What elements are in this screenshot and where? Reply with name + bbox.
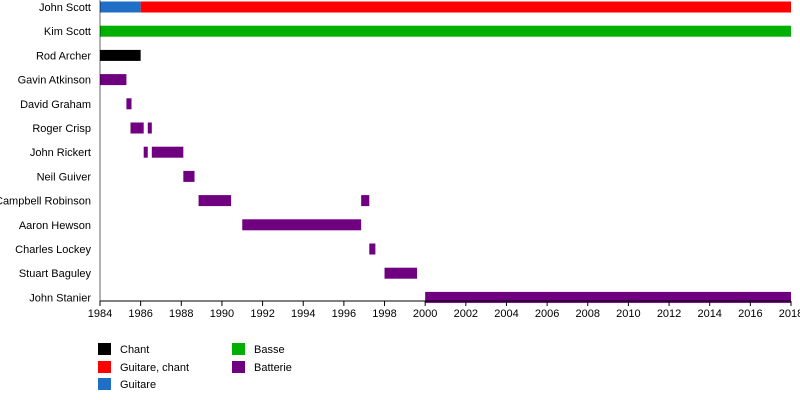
x-tick-label-2014: 2014 (697, 308, 721, 320)
timeline-bars (100, 1, 791, 303)
x-tick-label-2018: 2018 (779, 308, 800, 320)
x-tick-label-1988: 1988 (169, 308, 193, 320)
x-axis: 1984 1986 1988 1990 1992 1994 1996 1998 2000 2002… (88, 0, 800, 320)
member-label-rod-archer: Rod Archer (36, 50, 91, 62)
bar-david-graham-batterie-0 (126, 98, 132, 110)
member-label-john-stanier: John Stanier (29, 292, 91, 304)
x-tick-label-2016: 2016 (738, 308, 762, 320)
legend-swatch-chant (98, 343, 111, 355)
legend-label-chant: Chant (120, 344, 149, 356)
member-label-stuart-baguley: Stuart Baguley (19, 268, 92, 280)
legend-label-guitare_chant: Guitare, chant (120, 362, 189, 374)
x-tick-label-2012: 2012 (657, 308, 681, 320)
x-tick-label-2010: 2010 (616, 308, 640, 320)
bar-john-stanier-batterie-0 (425, 291, 791, 303)
x-tick-label-2006: 2006 (535, 308, 559, 320)
member-label-john-rickert: John Rickert (30, 147, 91, 159)
member-label-roger-crisp: Roger Crisp (32, 123, 91, 135)
x-tick-label-1990: 1990 (210, 308, 234, 320)
legend-swatch-guitare_chant (98, 361, 111, 373)
legend-swatch-basse (232, 343, 245, 355)
bar-roger-crisp-batterie-0 (130, 122, 144, 134)
member-labels: John Scott Kim Scott Rod Archer Gavin Atkin… (0, 2, 91, 304)
bar-gavin-atkinson-batterie-0 (100, 74, 127, 86)
x-tick-label-1996: 1996 (332, 308, 356, 320)
member-label-gavin-atkinson: Gavin Atkinson (18, 75, 91, 87)
member-label-john-scott: John Scott (39, 2, 91, 14)
bar-charles-lockey-batterie-0 (369, 243, 376, 255)
x-tick-label-2000: 2000 (413, 308, 437, 320)
x-tick-label-2008: 2008 (576, 308, 600, 320)
x-tick-label-1994: 1994 (291, 308, 315, 320)
member-label-neil-guiver: Neil Guiver (37, 171, 92, 183)
bar-kim-scott-basse-0 (100, 25, 791, 37)
legend-label-guitare: Guitare (120, 379, 156, 391)
x-tick-label-1998: 1998 (372, 308, 396, 320)
member-label-david-graham: David Graham (20, 99, 91, 111)
legend-swatch-batterie (232, 361, 245, 373)
x-tick-label-2004: 2004 (494, 308, 518, 320)
bar-neil-guiver-batterie-0 (183, 170, 195, 182)
bar-john-rickert-batterie-1 (151, 146, 184, 158)
legend-swatch-guitare (98, 378, 111, 390)
bar-campbell-robinson-batterie-0 (198, 195, 232, 207)
x-tick-label-2002: 2002 (454, 308, 478, 320)
x-tick-label-1984: 1984 (88, 308, 112, 320)
member-label-campbell-robinson: Campbell Robinson (0, 196, 91, 208)
bar-aaron-hewson-batterie-0 (242, 219, 362, 231)
bar-roger-crisp-batterie-1 (147, 122, 152, 134)
bar-stuart-baguley-batterie-0 (384, 267, 418, 279)
bar-john-rickert-batterie-0 (143, 146, 148, 158)
x-tick-label-1986: 1986 (128, 308, 152, 320)
member-label-charles-lockey: Charles Lockey (15, 244, 91, 256)
legend-label-batterie: Batterie (254, 362, 292, 374)
legend: Chant Guitare, chant Guitare Basse Batterie (98, 343, 292, 391)
legend-label-basse: Basse (254, 344, 285, 356)
bar-john-scott-guitare_chant-1 (140, 1, 791, 13)
bar-rod-archer-chant-0 (100, 49, 141, 61)
member-label-aaron-hewson: Aaron Hewson (19, 220, 91, 232)
bar-campbell-robinson-batterie-1 (361, 195, 370, 207)
bar-john-scott-guitare-0 (100, 1, 141, 13)
x-tick-label-1992: 1992 (250, 308, 274, 320)
member-label-kim-scott: Kim Scott (44, 26, 91, 38)
